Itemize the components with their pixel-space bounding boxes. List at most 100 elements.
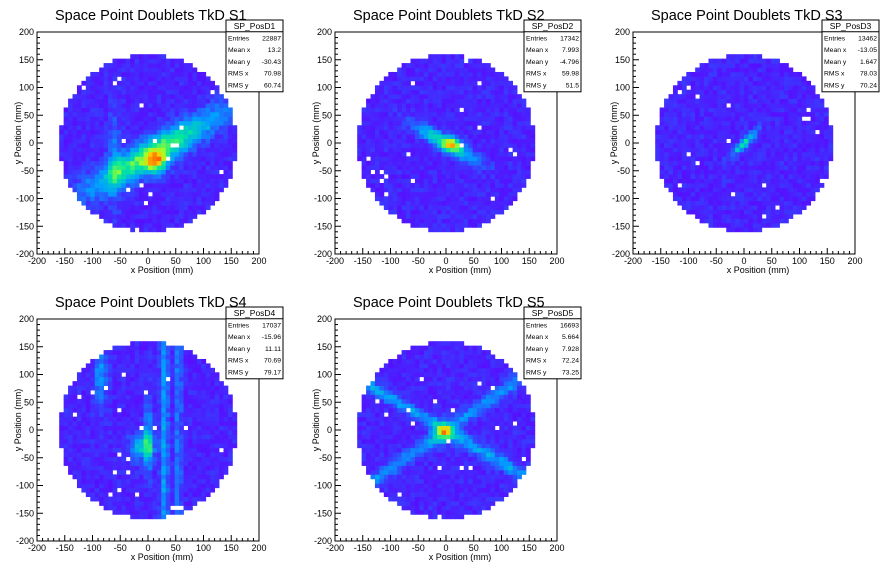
heatmap-cell: [201, 143, 207, 148]
heatmap-cell: [757, 107, 763, 113]
heatmap-cell: [463, 165, 469, 171]
heatmap-cell: [99, 76, 104, 82]
heatmap-cell: [196, 151, 202, 157]
heatmap-cell: [752, 107, 758, 113]
heatmap-cell: [388, 205, 394, 210]
heatmap-cell: [672, 103, 678, 108]
heatmap-cell: [112, 345, 118, 351]
heatmap-cell: [156, 160, 162, 166]
heatmap-cell: [437, 107, 442, 113]
heatmap-cell: [414, 98, 420, 104]
heatmap-cell: [130, 434, 136, 440]
heatmap-cell: [490, 111, 496, 117]
heatmap-cell: [454, 85, 460, 91]
heatmap-cell: [699, 71, 705, 77]
heatmap-cell: [108, 178, 113, 184]
heatmap-cell: [757, 76, 763, 82]
heatmap-cell: [744, 89, 749, 95]
heatmap-cell: [708, 214, 714, 219]
heatmap-cell: [446, 160, 451, 166]
heatmap-cell: [828, 125, 834, 131]
heatmap-cell: [485, 143, 491, 148]
heatmap-cell: [85, 85, 91, 91]
heatmap-cell: [370, 151, 376, 157]
heatmap-cell: [819, 138, 825, 144]
heatmap-cell: [450, 182, 456, 188]
heatmap-cell: [446, 156, 451, 162]
heatmap-cell: [94, 143, 100, 148]
heatmap-cell: [63, 134, 69, 139]
heatmap-cell: [757, 174, 763, 179]
heatmap-cell: [525, 160, 531, 166]
heatmap-cell: [419, 76, 425, 82]
heatmap-cell: [85, 469, 91, 475]
heatmap-cell: [508, 111, 513, 117]
heatmap-cell: [201, 160, 207, 166]
heatmap-cell: [503, 160, 509, 166]
heatmap-cell: [187, 178, 193, 184]
heatmap-cell: [143, 438, 149, 444]
heatmap-cell: [219, 165, 224, 171]
heatmap-cell: [165, 398, 171, 404]
heatmap-cell: [121, 381, 127, 386]
heatmap-cell: [361, 156, 367, 162]
heatmap-cell: [139, 116, 144, 122]
heatmap-cell: [143, 178, 149, 184]
heatmap-cell: [94, 160, 100, 166]
heatmap-cell: [121, 134, 127, 139]
heatmap-cell: [165, 385, 171, 391]
heatmap-cell: [161, 447, 167, 453]
heatmap-cell: [196, 80, 202, 86]
heatmap-cell: [446, 58, 451, 64]
heatmap-cell: [139, 187, 144, 193]
heatmap-cell: [81, 89, 87, 95]
heatmap-cell: [170, 129, 176, 135]
heatmap-cell: [494, 85, 500, 91]
heatmap-cell: [214, 151, 220, 157]
heatmap-cell: [414, 209, 420, 215]
heatmap-cell: [152, 214, 158, 219]
heatmap-cell: [170, 461, 176, 466]
heatmap-cell: [148, 89, 153, 95]
heatmap-cell: [401, 169, 407, 175]
heatmap-cell: [72, 452, 78, 458]
heatmap-cell: [677, 125, 683, 131]
heatmap-cell: [446, 165, 451, 171]
heatmap-cell: [681, 103, 687, 108]
heatmap-cell: [112, 430, 118, 435]
heatmap-cell: [712, 151, 718, 157]
heatmap-cell: [99, 434, 104, 440]
heatmap-cell: [757, 98, 763, 104]
heatmap-cell: [766, 103, 772, 108]
heatmap-cell: [94, 425, 100, 431]
heatmap-cell: [446, 134, 451, 139]
heatmap-cell: [801, 143, 807, 148]
heatmap-cell: [165, 443, 171, 449]
heatmap-cell: [174, 156, 180, 162]
heatmap-cell: [406, 182, 411, 188]
heatmap-cell: [156, 487, 162, 493]
heatmap-cell: [134, 469, 140, 475]
stats-value: 70.24: [860, 83, 877, 90]
heatmap-cell: [99, 196, 104, 202]
heatmap-cell: [72, 178, 78, 184]
heatmap-cell: [490, 107, 496, 113]
heatmap-cell: [161, 474, 167, 480]
heatmap-cell: [819, 103, 825, 108]
heatmap-cell: [130, 407, 136, 413]
heatmap-cell: [672, 134, 678, 139]
heatmap-cell: [76, 447, 82, 453]
heatmap-cell: [450, 200, 456, 206]
heatmap-cell: [112, 89, 118, 95]
heatmap-cell: [525, 143, 531, 148]
heatmap-cell: [726, 120, 732, 126]
heatmap-cell: [139, 345, 144, 351]
heatmap-cell: [797, 182, 803, 188]
heatmap-cell: [681, 187, 687, 193]
heatmap-cell: [419, 98, 425, 104]
heatmap-cell: [81, 403, 87, 409]
heatmap-cell: [130, 98, 136, 104]
heatmap-cell: [712, 138, 718, 144]
heatmap-cell: [490, 125, 496, 131]
heatmap-cell: [81, 98, 87, 104]
